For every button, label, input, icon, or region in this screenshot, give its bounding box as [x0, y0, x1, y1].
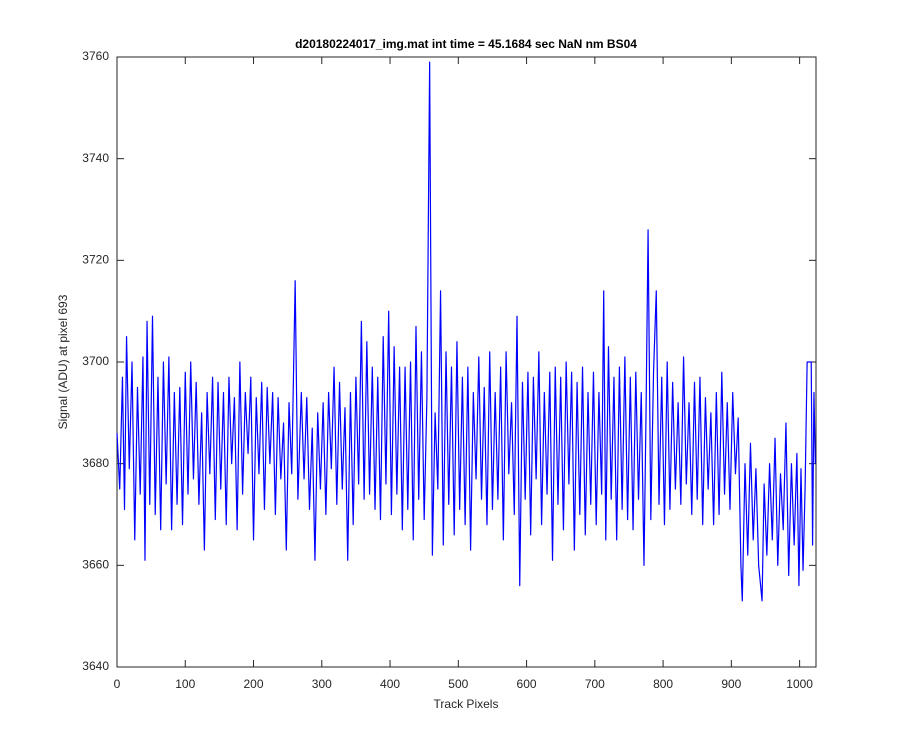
y-tick-label: 3640	[82, 659, 109, 673]
chart-title: d20180224017_img.mat int time = 45.1684 …	[295, 37, 637, 51]
x-tick-label: 400	[380, 677, 400, 691]
y-tick-label: 3760	[82, 49, 109, 63]
x-tick-label: 300	[312, 677, 332, 691]
data-line	[116, 61, 816, 602]
x-axis-label: Track Pixels	[434, 697, 499, 711]
y-tick-label: 3680	[82, 456, 109, 470]
y-tick-label: 3700	[82, 354, 109, 368]
x-tick-label: 500	[448, 677, 468, 691]
x-tick-label: 0	[114, 677, 121, 691]
x-tick-label: 600	[517, 677, 537, 691]
y-tick-label: 3720	[82, 253, 109, 267]
x-tick-label: 800	[653, 677, 673, 691]
x-tick-label: 1000	[786, 677, 813, 691]
y-tick-label: 3740	[82, 151, 109, 165]
x-tick-label: 700	[585, 677, 605, 691]
x-tick-label: 900	[721, 677, 741, 691]
y-axis-label: Signal (ADU) at pixel 693	[56, 294, 70, 429]
x-tick-label: 100	[175, 677, 195, 691]
x-tick-label: 200	[244, 677, 264, 691]
y-tick-label: 3660	[82, 558, 109, 572]
